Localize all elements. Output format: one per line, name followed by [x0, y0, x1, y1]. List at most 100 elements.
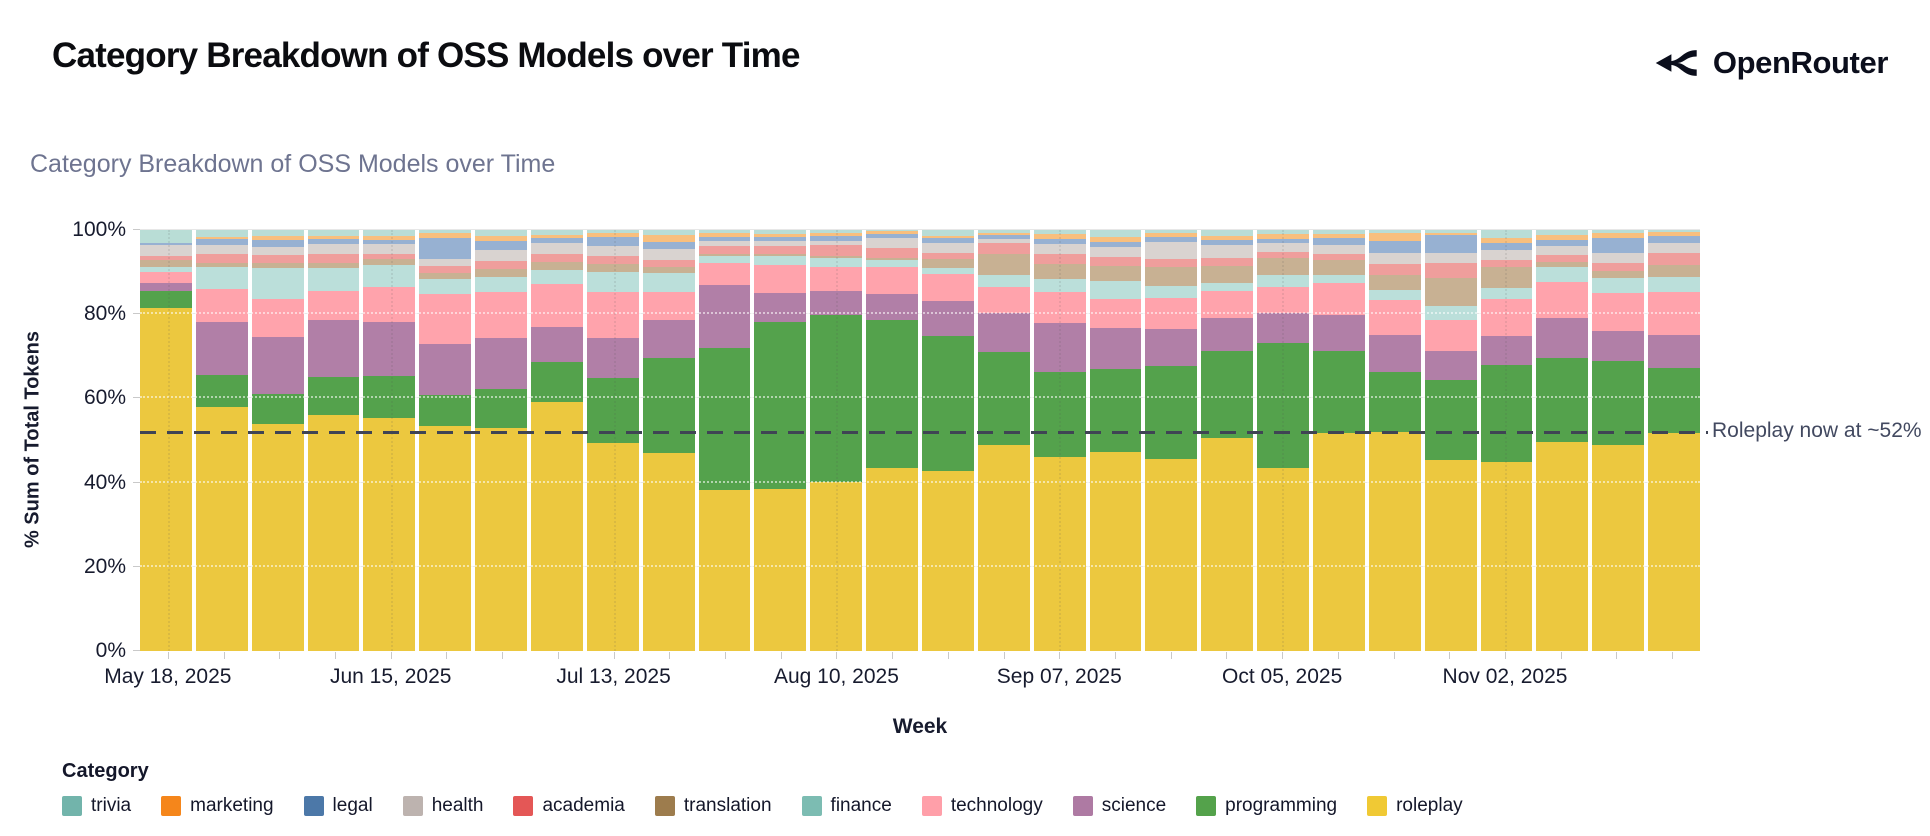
bar-segment-finance[interactable]: [1648, 276, 1701, 292]
bar-segment-academia[interactable]: [586, 256, 639, 265]
bar-segment-marketing[interactable]: [251, 235, 304, 241]
bar-segment-health[interactable]: [810, 240, 863, 245]
bar-week-oct-26-2025[interactable]: [1424, 230, 1477, 651]
bar-segment-health[interactable]: [475, 250, 528, 262]
bar-segment-trivia[interactable]: [1480, 230, 1533, 238]
bar-segment-legal[interactable]: [1089, 241, 1142, 247]
bar-segment-marketing[interactable]: [810, 232, 863, 237]
bar-segment-marketing[interactable]: [1145, 233, 1198, 237]
bar-week-jun-15-2025[interactable]: [363, 230, 416, 651]
bar-segment-technology[interactable]: [419, 294, 472, 345]
bar-segment-legal[interactable]: [531, 238, 583, 244]
bar-segment-academia[interactable]: [977, 243, 1030, 254]
bar-segment-marketing[interactable]: [195, 236, 248, 239]
bar-segment-translation[interactable]: [642, 266, 695, 274]
bar-segment-programming[interactable]: [251, 394, 304, 424]
bar-segment-roleplay[interactable]: [1089, 451, 1142, 651]
bar-segment-academia[interactable]: [922, 253, 974, 260]
bar-segment-health[interactable]: [1648, 243, 1701, 254]
bar-segment-trivia[interactable]: [307, 230, 360, 237]
bar-segment-marketing[interactable]: [1592, 233, 1645, 238]
bar-segment-legal[interactable]: [1033, 239, 1086, 244]
bar-segment-academia[interactable]: [1648, 253, 1701, 265]
bar-segment-programming[interactable]: [1033, 372, 1086, 458]
bar-segment-marketing[interactable]: [977, 232, 1030, 236]
legend-item-finance[interactable]: finance: [801, 795, 892, 817]
bar-segment-science[interactable]: [1368, 334, 1421, 372]
bar-segment-legal[interactable]: [1257, 238, 1310, 244]
bar-segment-programming[interactable]: [698, 347, 751, 491]
bar-segment-finance[interactable]: [307, 267, 360, 292]
bar-segment-marketing[interactable]: [475, 235, 528, 241]
bar-segment-academia[interactable]: [866, 248, 919, 258]
bar-segment-programming[interactable]: [419, 394, 472, 427]
bar-segment-roleplay[interactable]: [1033, 457, 1086, 651]
bar-segment-programming[interactable]: [866, 320, 919, 469]
bar-week-oct-12-2025[interactable]: [1313, 230, 1365, 651]
bar-segment-academia[interactable]: [642, 259, 695, 267]
bar-segment-roleplay[interactable]: [363, 417, 416, 651]
bar-segment-trivia[interactable]: [1257, 230, 1310, 235]
bar-segment-trivia[interactable]: [140, 230, 192, 243]
bar-segment-trivia[interactable]: [1145, 230, 1198, 234]
bar-segment-marketing[interactable]: [1368, 232, 1421, 241]
bar-segment-health[interactable]: [1368, 252, 1421, 265]
bar-segment-legal[interactable]: [977, 235, 1030, 240]
bar-segment-science[interactable]: [1536, 317, 1589, 359]
bar-segment-finance[interactable]: [1313, 274, 1365, 284]
bar-segment-science[interactable]: [586, 337, 639, 379]
bar-segment-academia[interactable]: [307, 253, 360, 263]
bar-segment-science[interactable]: [1145, 329, 1198, 367]
bar-segment-health[interactable]: [419, 258, 472, 266]
bar-segment-trivia[interactable]: [1368, 230, 1421, 233]
bar-segment-trivia[interactable]: [475, 230, 528, 236]
bar-segment-programming[interactable]: [531, 361, 583, 402]
bar-segment-technology[interactable]: [1592, 293, 1645, 331]
bar-segment-trivia[interactable]: [251, 230, 304, 236]
bar-segment-programming[interactable]: [1480, 364, 1533, 462]
bar-segment-roleplay[interactable]: [307, 415, 360, 651]
bar-segment-marketing[interactable]: [866, 231, 919, 234]
bar-segment-programming[interactable]: [1592, 360, 1645, 446]
bar-week-sep-28-2025[interactable]: [1201, 230, 1254, 651]
bar-segment-legal[interactable]: [754, 237, 807, 242]
bar-segment-science[interactable]: [1648, 334, 1701, 369]
bar-week-aug-17-2025[interactable]: [866, 230, 919, 651]
bar-segment-finance[interactable]: [419, 279, 472, 295]
bar-segment-marketing[interactable]: [1536, 235, 1589, 241]
bar-week-jun-29-2025[interactable]: [475, 230, 528, 651]
bar-segment-translation[interactable]: [1592, 271, 1645, 278]
bar-segment-finance[interactable]: [1536, 266, 1589, 282]
bar-segment-roleplay[interactable]: [1313, 433, 1365, 651]
bar-segment-trivia[interactable]: [1201, 230, 1254, 236]
bar-segment-roleplay[interactable]: [866, 468, 919, 651]
bar-segment-legal[interactable]: [698, 236, 751, 241]
bar-week-sep-07-2025[interactable]: [1033, 230, 1086, 651]
bar-segment-health[interactable]: [531, 243, 583, 255]
bar-segment-health[interactable]: [922, 242, 974, 254]
bar-segment-roleplay[interactable]: [1201, 438, 1254, 651]
bar-segment-marketing[interactable]: [1201, 235, 1254, 241]
bar-segment-translation[interactable]: [307, 262, 360, 268]
bar-segment-finance[interactable]: [251, 268, 304, 299]
bar-segment-translation[interactable]: [531, 261, 583, 270]
bar-week-jun-08-2025[interactable]: [307, 230, 360, 651]
bar-segment-science[interactable]: [251, 337, 304, 395]
bar-segment-programming[interactable]: [1648, 368, 1701, 434]
bar-segment-finance[interactable]: [866, 259, 919, 268]
bar-segment-legal[interactable]: [1536, 240, 1589, 247]
bar-segment-academia[interactable]: [1033, 253, 1086, 265]
bar-segment-finance[interactable]: [363, 265, 416, 287]
bar-segment-health[interactable]: [866, 237, 919, 249]
bar-segment-roleplay[interactable]: [195, 406, 248, 651]
bar-segment-trivia[interactable]: [642, 230, 695, 236]
bar-segment-trivia[interactable]: [698, 230, 751, 234]
bar-segment-science[interactable]: [475, 337, 528, 390]
bar-segment-academia[interactable]: [1424, 263, 1477, 278]
bar-segment-finance[interactable]: [754, 256, 807, 265]
bar-segment-trivia[interactable]: [1536, 230, 1589, 236]
bar-segment-finance[interactable]: [922, 267, 974, 275]
bar-segment-academia[interactable]: [810, 244, 863, 257]
bar-segment-trivia[interactable]: [922, 230, 974, 237]
bar-segment-technology[interactable]: [698, 263, 751, 286]
